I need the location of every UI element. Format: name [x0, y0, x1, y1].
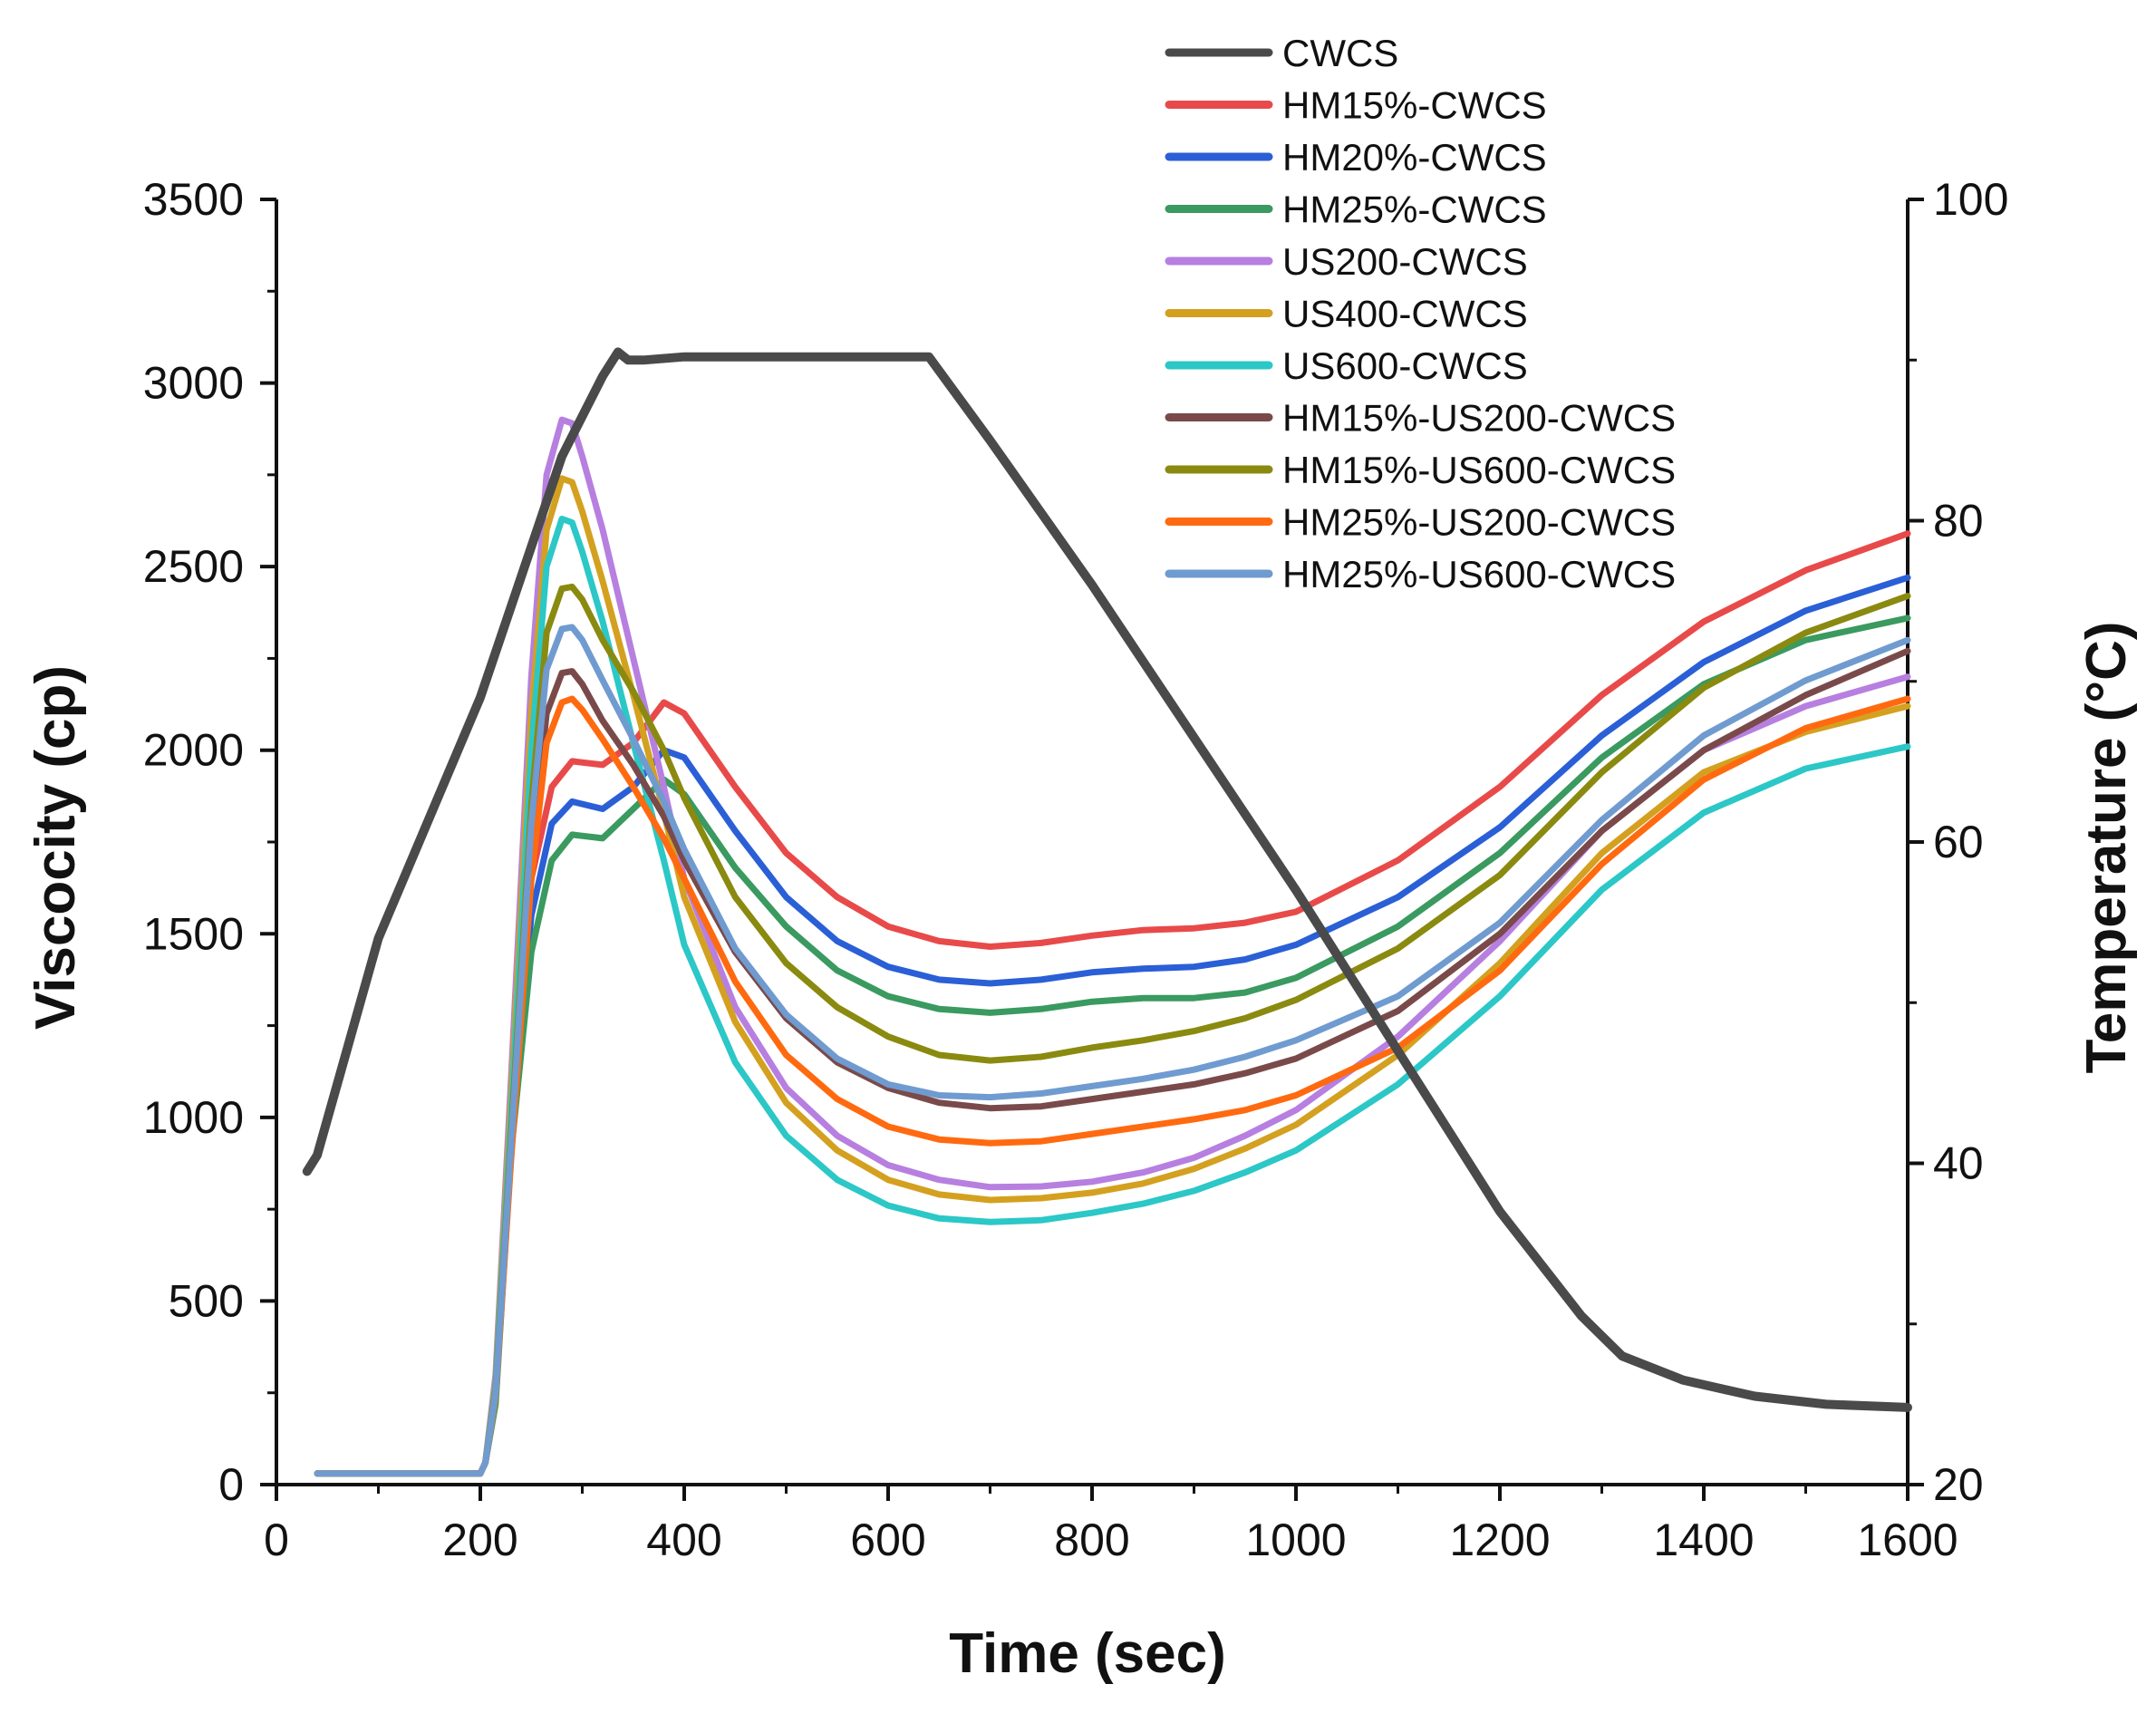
y-tick-label: 3000 [143, 358, 244, 409]
legend-label-us600-cwcs: US600-CWCS [1282, 344, 1528, 387]
y2-tick-label: 60 [1933, 817, 1984, 867]
series-line-hm25pct-cwcs [314, 615, 1911, 1477]
y2-tick-label: 80 [1933, 496, 1984, 547]
x-tick-label: 800 [1054, 1515, 1129, 1565]
y-tick-label: 3500 [143, 174, 244, 225]
y2-tick-label: 100 [1933, 174, 2008, 225]
x-tick-label: 1000 [1245, 1515, 1346, 1565]
y-tick-label: 2500 [143, 541, 244, 592]
y2-axis-title: Temperature (°C) [2075, 621, 2138, 1073]
legend-label-hm15pct-us600-cwcs: HM15%-US600-CWCS [1282, 449, 1676, 491]
y-tick-label: 1500 [143, 908, 244, 959]
series-line-hm25pct-us600-cwcs [314, 624, 1911, 1477]
series-layer [302, 347, 1912, 1477]
legend-label-hm25pct-us600-cwcs: HM25%-US600-CWCS [1282, 553, 1676, 595]
legend-label-hm25pct-cwcs: HM25%-CWCS [1282, 189, 1547, 231]
x-tick-label: 1600 [1857, 1515, 1958, 1565]
y2-tick-label: 40 [1933, 1138, 1984, 1189]
x-tick-label: 1200 [1449, 1515, 1550, 1565]
legend-label-hm20pct-cwcs: HM20%-CWCS [1282, 136, 1547, 179]
x-tick-label: 0 [264, 1515, 289, 1565]
y-tick-label: 1000 [143, 1092, 244, 1143]
series-line-hm15pct-cwcs [314, 530, 1911, 1477]
legend-label-hm15pct-cwcs: HM15%-CWCS [1282, 84, 1547, 127]
legend-label-hm25pct-us200-cwcs: HM25%-US200-CWCS [1282, 501, 1676, 544]
y2-tick-label: 20 [1933, 1459, 1984, 1510]
axes-layer: 0 200 400 600 800 1000 1200 1400 1600 0 500 1000 150… [143, 174, 2009, 1565]
y-tick-label: 500 [169, 1275, 244, 1326]
x-axis-title: Time (sec) [949, 1622, 1226, 1685]
x-tick-label: 400 [646, 1515, 721, 1565]
legend-label-cwcs: CWCS [1282, 32, 1398, 74]
series-line-hm15pct-us200-cwcs [314, 647, 1911, 1477]
x-tick-label: 600 [850, 1515, 925, 1565]
legend-label-us200-cwcs: US200-CWCS [1282, 240, 1528, 283]
legend-label-us400-cwcs: US400-CWCS [1282, 293, 1528, 335]
legend: CWCS HM15%-CWCS HM20%-CWCS HM25%-CWCS US200-… [1165, 32, 1676, 595]
series-line-us600-cwcs [314, 516, 1911, 1477]
series-line-cwcs [302, 347, 1912, 1412]
y-tick-label: 2000 [143, 725, 244, 776]
series-line-hm25pct-us200-cwcs [314, 695, 1911, 1477]
x-tick-label: 200 [442, 1515, 517, 1565]
y-tick-label: 0 [218, 1459, 244, 1510]
legend-label-hm15pct-us200-cwcs: HM15%-US200-CWCS [1282, 397, 1676, 440]
series-line-us400-cwcs [314, 475, 1911, 1477]
y-axis-title: Viscocity (cp) [24, 665, 87, 1030]
x-tick-label: 1400 [1653, 1515, 1754, 1565]
series-line-us200-cwcs [314, 416, 1911, 1477]
